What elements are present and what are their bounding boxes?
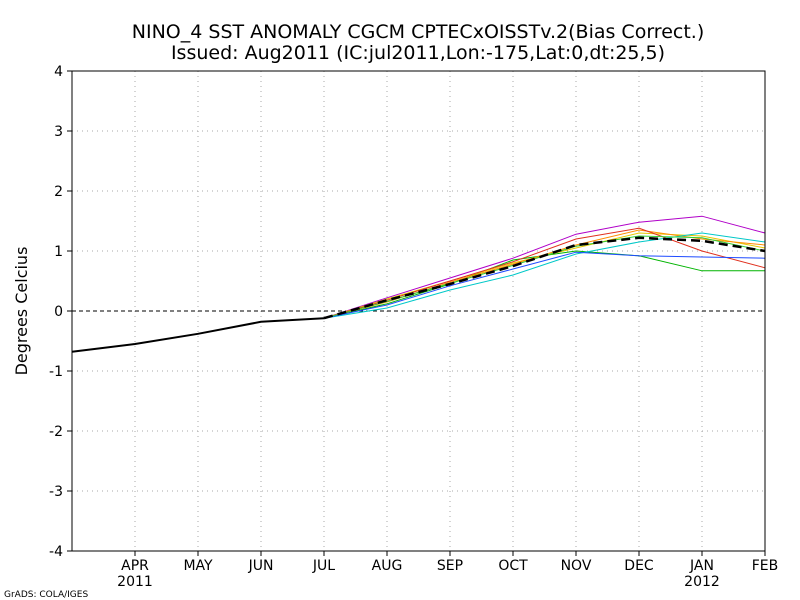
x-axis: APR MAY JUN JUL AUG SEP OCT NOV DEC JAN FEB 2011 201… (117, 551, 778, 590)
x-tick-label: DEC (624, 558, 654, 574)
series-group (71, 215, 766, 353)
chart-subtitle: Issued: Aug2011 (IC:jul2011,Lon:-175,Lat… (171, 42, 665, 64)
y-axis-label: Degrees Celcius (12, 247, 31, 376)
series-line-member-1 (323, 215, 766, 319)
x-tick-label: MAY (183, 558, 213, 574)
y-tick-label: -2 (49, 424, 63, 440)
series-line-member-6 (323, 232, 766, 319)
y-tick-label: 1 (54, 244, 63, 260)
y-tick-label: -4 (49, 544, 63, 560)
x-tick-label: FEB (752, 558, 779, 574)
x-tick-label: JUN (248, 558, 274, 574)
y-tick-label: 0 (54, 304, 63, 320)
series-line-member-7 (323, 251, 766, 319)
y-tick-label: 2 (54, 184, 63, 200)
chart-title: NINO_4 SST ANOMALY CGCM CPTECxOISSTv.2(B… (132, 21, 704, 43)
x-tick-label: OCT (498, 558, 528, 574)
x-tick-label: JAN (689, 558, 714, 574)
y-tick-label: -3 (49, 484, 63, 500)
y-tick-label: -1 (49, 364, 63, 380)
x-tick-label: JUL (312, 558, 335, 574)
x-year-label: 2012 (684, 574, 720, 590)
x-tick-label: AUG (372, 558, 403, 574)
y-tick-label: 3 (54, 124, 63, 140)
series-line-ensemble-mean (323, 236, 766, 320)
series-line-observed (71, 317, 325, 353)
x-year-label: 2011 (117, 574, 153, 590)
x-tick-label: NOV (561, 558, 592, 574)
y-axis: -4 -3 -2 -1 0 1 2 3 4 (49, 64, 72, 560)
x-tick-label: SEP (437, 558, 463, 574)
series-line-member-4 (323, 229, 766, 319)
x-tick-label: APR (121, 558, 149, 574)
y-tick-label: 4 (54, 64, 63, 80)
series-line-member-8 (323, 235, 766, 319)
grads-credit: GrADS: COLA/IGES (4, 590, 88, 600)
